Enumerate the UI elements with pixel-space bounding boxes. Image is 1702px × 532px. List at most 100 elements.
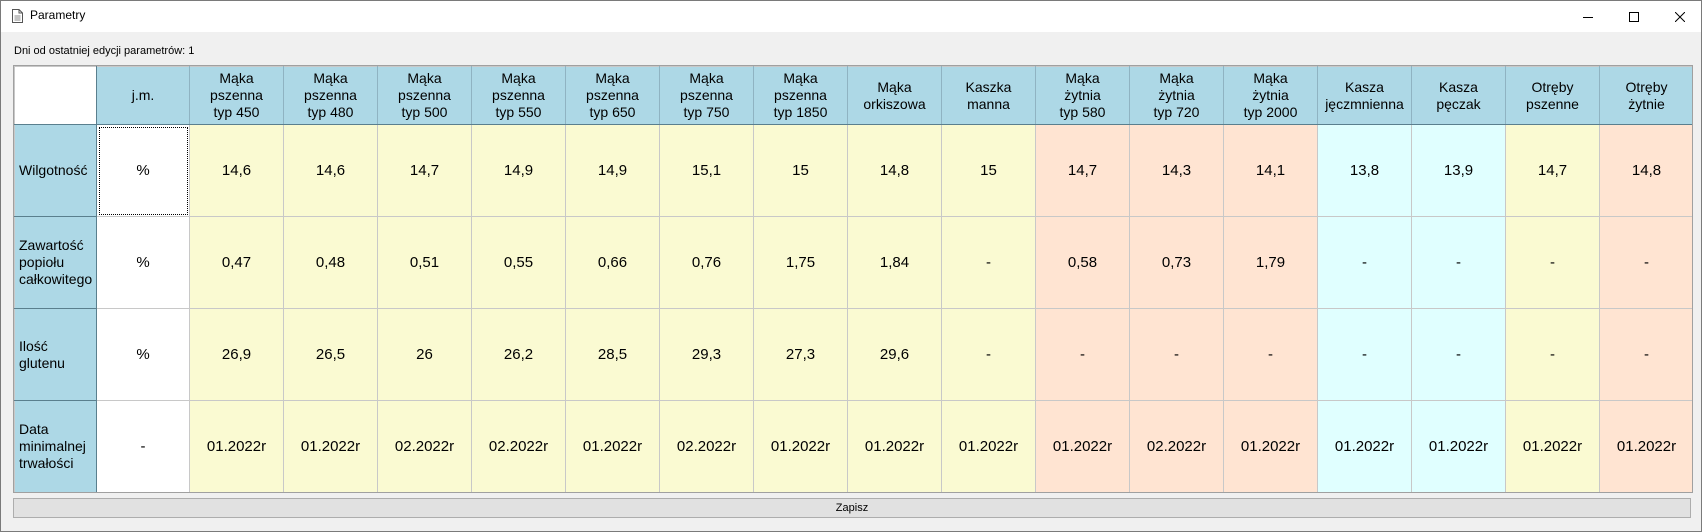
- row-header[interactable]: Data minimalnej trwałości: [14, 400, 97, 492]
- value-cell[interactable]: -: [1505, 216, 1600, 309]
- value-cell[interactable]: 1,84: [847, 216, 942, 309]
- value-cell[interactable]: -: [1317, 216, 1412, 309]
- value-cell[interactable]: 14,7: [1505, 124, 1600, 217]
- value-cell[interactable]: 14,7: [1035, 124, 1130, 217]
- column-header[interactable]: Otręby żytnie: [1599, 66, 1692, 125]
- row-header[interactable]: Ilość glutenu: [14, 308, 97, 401]
- value-cell[interactable]: 01.2022r: [1411, 400, 1506, 492]
- value-cell[interactable]: 14,9: [565, 124, 660, 217]
- value-cell[interactable]: 02.2022r: [377, 400, 472, 492]
- value-cell[interactable]: 26: [377, 308, 472, 401]
- value-cell[interactable]: 01.2022r: [1599, 400, 1692, 492]
- table-row: Data minimalnej trwałości -01.2022r 01.202…: [14, 400, 1692, 492]
- days-since-edit-label: Dni od ostatniej edycji parametrów: 1: [14, 45, 195, 57]
- value-cell[interactable]: 0,47: [189, 216, 284, 309]
- value-cell[interactable]: 01.2022r: [1505, 400, 1600, 492]
- value-cell[interactable]: 01.2022r: [1035, 400, 1130, 492]
- row-header[interactable]: Zawartość popiołu całkowitego: [14, 216, 97, 309]
- parameters-grid[interactable]: j.m. Mąka pszenna typ 450 Mąka pszenna ty…: [13, 65, 1693, 493]
- value-cell[interactable]: 0,51: [377, 216, 472, 309]
- column-header[interactable]: Kasza jęczmnienna: [1317, 66, 1412, 125]
- unit-cell[interactable]: %: [96, 308, 190, 401]
- value-cell[interactable]: 13,9: [1411, 124, 1506, 217]
- table-row: Ilość glutenu% 26,9 26,5 26 26,2 28,5 29,3 27,3…: [14, 308, 1692, 401]
- value-cell[interactable]: 1,79: [1223, 216, 1318, 309]
- value-cell[interactable]: 0,73: [1129, 216, 1224, 309]
- value-cell[interactable]: 14,9: [471, 124, 566, 217]
- value-cell[interactable]: 29,6: [847, 308, 942, 401]
- value-cell[interactable]: 0,55: [471, 216, 566, 309]
- value-cell[interactable]: 14,1: [1223, 124, 1318, 217]
- column-header[interactable]: Kaszka manna: [941, 66, 1036, 125]
- value-cell[interactable]: -: [941, 216, 1036, 309]
- value-cell[interactable]: 15: [753, 124, 848, 217]
- value-cell[interactable]: 01.2022r: [1223, 400, 1318, 492]
- row-header[interactable]: Wilgotność: [14, 124, 97, 217]
- value-cell[interactable]: 01.2022r: [753, 400, 848, 492]
- title-bar[interactable]: Parametry: [1, 1, 1701, 32]
- value-cell[interactable]: 01.2022r: [189, 400, 284, 492]
- value-cell[interactable]: 13,8: [1317, 124, 1412, 217]
- value-cell[interactable]: 14,8: [1599, 124, 1692, 217]
- value-cell[interactable]: 02.2022r: [659, 400, 754, 492]
- save-button[interactable]: Zapisz: [13, 498, 1691, 518]
- value-cell[interactable]: -: [1411, 308, 1506, 401]
- value-cell[interactable]: 27,3: [753, 308, 848, 401]
- value-cell[interactable]: 26,5: [283, 308, 378, 401]
- value-cell[interactable]: -: [1599, 308, 1692, 401]
- column-header[interactable]: Mąka pszenna typ 750: [659, 66, 754, 125]
- value-cell[interactable]: 01.2022r: [283, 400, 378, 492]
- close-icon[interactable]: [1657, 1, 1702, 32]
- value-cell[interactable]: 26,9: [189, 308, 284, 401]
- value-cell[interactable]: 0,58: [1035, 216, 1130, 309]
- unit-cell[interactable]: %: [96, 216, 190, 309]
- value-cell[interactable]: 02.2022r: [471, 400, 566, 492]
- column-header[interactable]: Mąka pszenna typ 450: [189, 66, 284, 125]
- value-cell[interactable]: 0,66: [565, 216, 660, 309]
- value-cell[interactable]: 14,6: [189, 124, 284, 217]
- value-cell[interactable]: 0,76: [659, 216, 754, 309]
- value-cell[interactable]: 01.2022r: [847, 400, 942, 492]
- window-title: Parametry: [30, 8, 86, 22]
- column-header[interactable]: Mąka pszenna typ 550: [471, 66, 566, 125]
- value-cell[interactable]: 14,8: [847, 124, 942, 217]
- value-cell[interactable]: 15: [941, 124, 1036, 217]
- column-header[interactable]: Mąka żytnia typ 580: [1035, 66, 1130, 125]
- column-header[interactable]: Mąka żytnia typ 720: [1129, 66, 1224, 125]
- value-cell[interactable]: -: [1411, 216, 1506, 309]
- minimize-icon[interactable]: [1565, 1, 1611, 32]
- value-cell[interactable]: 0,48: [283, 216, 378, 309]
- value-cell[interactable]: 28,5: [565, 308, 660, 401]
- unit-cell[interactable]: -: [96, 400, 190, 492]
- column-header[interactable]: Mąka pszenna typ 650: [565, 66, 660, 125]
- value-cell[interactable]: 14,6: [283, 124, 378, 217]
- value-cell[interactable]: 29,3: [659, 308, 754, 401]
- value-cell[interactable]: -: [1317, 308, 1412, 401]
- value-cell[interactable]: -: [1599, 216, 1692, 309]
- value-cell[interactable]: -: [941, 308, 1036, 401]
- value-cell[interactable]: 14,7: [377, 124, 472, 217]
- value-cell[interactable]: 15,1: [659, 124, 754, 217]
- column-header[interactable]: Mąka pszenna typ 1850: [753, 66, 848, 125]
- value-cell[interactable]: -: [1505, 308, 1600, 401]
- value-cell[interactable]: 02.2022r: [1129, 400, 1224, 492]
- value-cell[interactable]: -: [1035, 308, 1130, 401]
- column-header[interactable]: Mąka orkiszowa: [847, 66, 942, 125]
- column-header[interactable]: Kasza pęczak: [1411, 66, 1506, 125]
- column-header[interactable]: Otręby pszenne: [1505, 66, 1600, 125]
- value-cell[interactable]: 01.2022r: [941, 400, 1036, 492]
- unit-column-header[interactable]: j.m.: [96, 66, 190, 125]
- value-cell[interactable]: 01.2022r: [565, 400, 660, 492]
- value-cell[interactable]: 26,2: [471, 308, 566, 401]
- value-cell[interactable]: -: [1129, 308, 1224, 401]
- grid-corner-cell[interactable]: [14, 66, 97, 125]
- column-header[interactable]: Mąka żytnia typ 2000: [1223, 66, 1318, 125]
- unit-cell[interactable]: %: [96, 124, 190, 217]
- value-cell[interactable]: 14,3: [1129, 124, 1224, 217]
- value-cell[interactable]: -: [1223, 308, 1318, 401]
- value-cell[interactable]: 01.2022r: [1317, 400, 1412, 492]
- column-header[interactable]: Mąka pszenna typ 500: [377, 66, 472, 125]
- value-cell[interactable]: 1,75: [753, 216, 848, 309]
- column-header[interactable]: Mąka pszenna typ 480: [283, 66, 378, 125]
- maximize-icon[interactable]: [1611, 1, 1657, 32]
